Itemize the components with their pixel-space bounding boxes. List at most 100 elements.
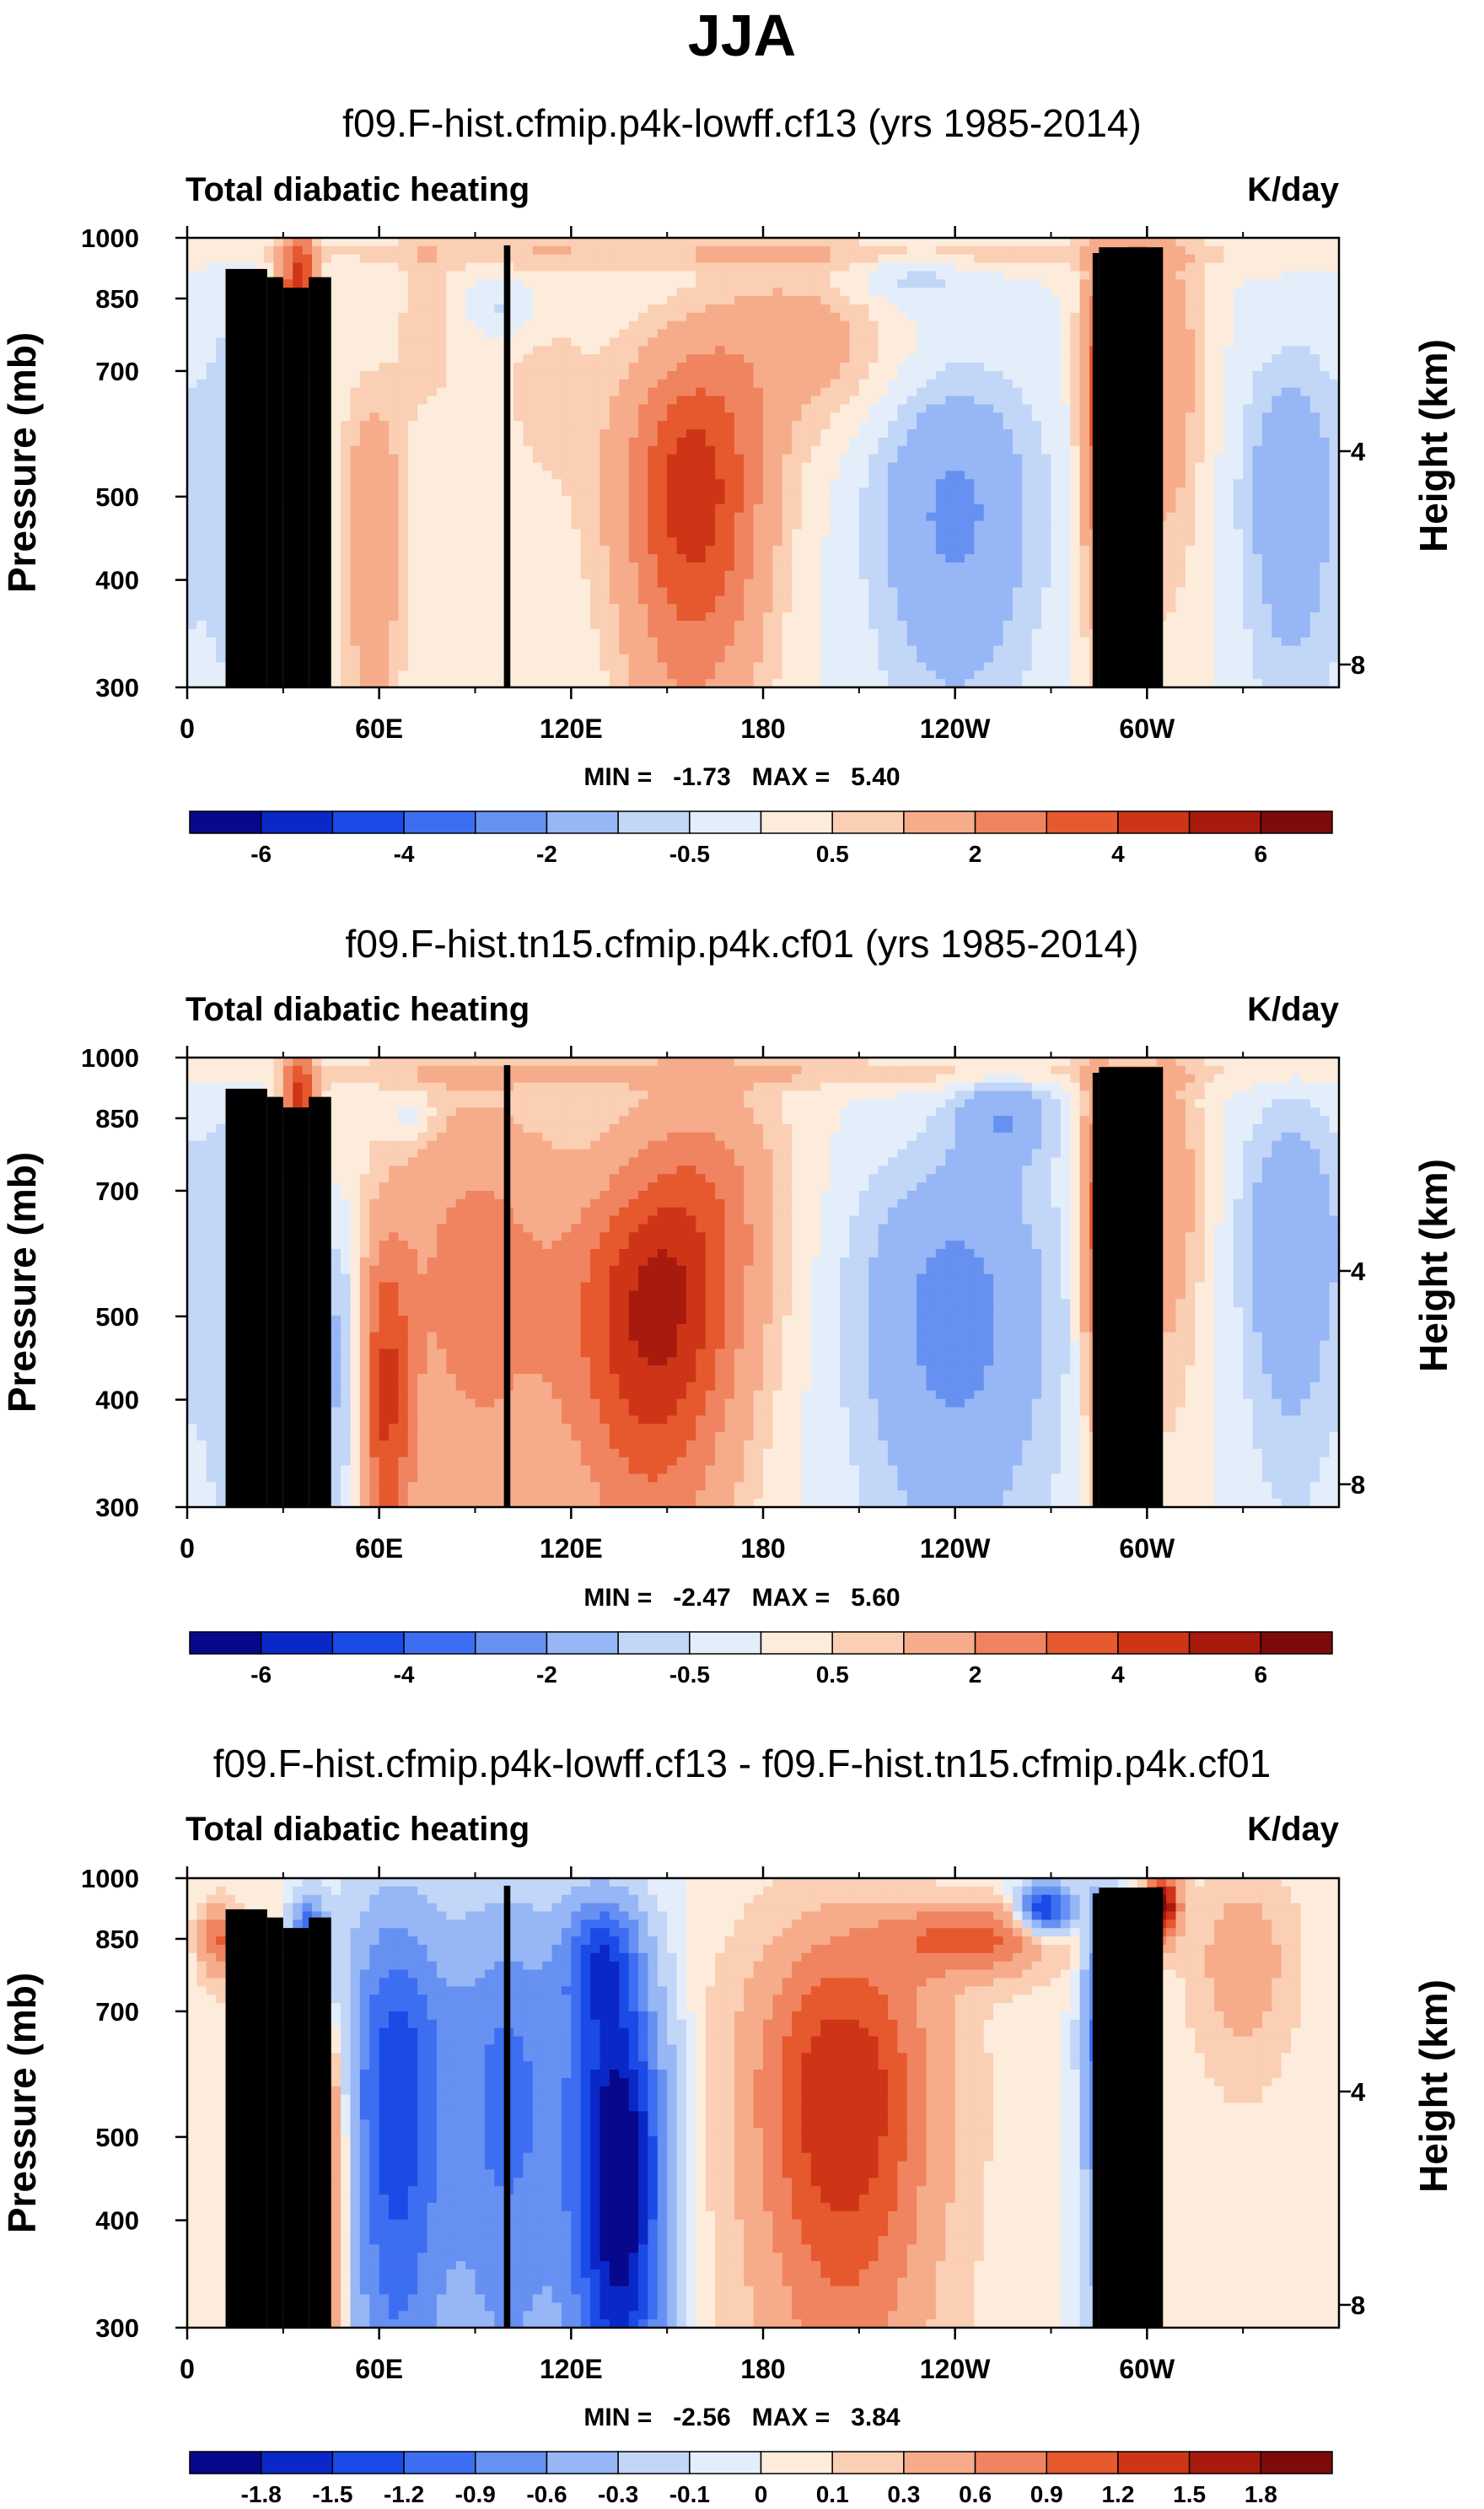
heatmap-cell	[772, 662, 783, 671]
heatmap-cell	[887, 329, 898, 339]
heatmap-cell	[676, 329, 687, 339]
heatmap-cell	[609, 320, 620, 331]
heatmap-cell	[407, 520, 418, 530]
heatmap-cell	[686, 396, 696, 406]
heatmap-cell	[427, 520, 438, 530]
heatmap-cell	[648, 471, 659, 480]
heatmap-cell	[753, 487, 764, 497]
heatmap-cell	[926, 404, 937, 413]
heatmap-cell	[571, 587, 582, 597]
heatmap-cell	[897, 363, 908, 372]
heatmap-cell	[744, 404, 755, 413]
heatmap-cell	[849, 570, 860, 580]
heatmap-cell	[484, 437, 495, 447]
heatmap-cell	[954, 645, 965, 655]
heatmap-cell	[359, 445, 370, 455]
heatmap-cell	[820, 396, 831, 406]
heatmap-cell	[782, 354, 793, 363]
heatmap-cell	[389, 370, 400, 380]
heatmap-cell	[311, 271, 322, 280]
heatmap-cell	[389, 579, 400, 589]
heatmap-cell	[772, 637, 783, 647]
heatmap-cell	[878, 404, 889, 413]
heatmap-cell	[407, 621, 418, 630]
heatmap-cell	[667, 621, 678, 630]
heatmap-cell	[523, 296, 534, 305]
heatmap-cell	[216, 471, 227, 480]
heatmap-cell	[1041, 579, 1052, 589]
heatmap-cell	[532, 562, 543, 572]
heatmap-cell	[858, 612, 869, 622]
heatmap-cell	[820, 346, 831, 355]
heatmap-cell	[858, 562, 869, 572]
heatmap-cell	[906, 387, 917, 397]
heatmap-cell	[1070, 354, 1081, 363]
heatmap-cell	[935, 412, 946, 422]
heatmap-cell	[983, 363, 994, 372]
heatmap-cell	[542, 396, 553, 406]
heatmap-cell	[187, 570, 197, 580]
heatmap-cell	[417, 595, 428, 605]
heatmap-cell	[407, 645, 418, 655]
heatmap-cell	[1051, 245, 1062, 256]
heatmap-cell	[782, 363, 793, 372]
heatmap-cell	[561, 312, 572, 322]
heatmap-cell	[810, 645, 821, 655]
heatmap-cell	[609, 670, 620, 680]
heatmap-cell	[455, 404, 466, 413]
heatmap-cell	[206, 404, 217, 413]
heatmap-cell	[1060, 487, 1071, 497]
heatmap-cell	[580, 379, 591, 389]
heatmap-cell	[926, 387, 937, 397]
heatmap-cell	[1022, 495, 1033, 505]
heatmap-cell	[609, 546, 620, 555]
heatmap-cell	[935, 595, 946, 605]
heatmap-cell	[513, 546, 524, 555]
heatmap-cell	[407, 354, 418, 363]
heatmap-cell	[1060, 262, 1071, 272]
heatmap-cell	[849, 387, 860, 397]
heatmap-cell	[417, 520, 428, 530]
heatmap-cell	[359, 612, 370, 622]
heatmap-cell	[379, 637, 390, 647]
heatmap-cell	[446, 487, 457, 497]
heatmap-cell	[1022, 421, 1033, 430]
heatmap-cell	[705, 304, 716, 314]
heatmap-cell	[187, 346, 197, 355]
heatmap-cell	[696, 412, 707, 422]
heatmap-cell	[619, 520, 630, 530]
heatmap-cell	[753, 288, 764, 297]
heatmap-cell	[810, 546, 821, 555]
heatmap-cell	[792, 396, 803, 406]
heatmap-cell	[216, 437, 227, 447]
heatmap-cell	[638, 595, 648, 605]
heatmap-cell	[772, 262, 783, 272]
heatmap-cell	[1060, 296, 1071, 305]
heatmap-cell	[600, 546, 610, 555]
heatmap-cell	[993, 637, 1004, 647]
heatmap-cell	[906, 271, 917, 280]
heatmap-cell	[696, 587, 707, 597]
heatmap-cell	[868, 487, 879, 497]
heatmap-cell	[580, 670, 591, 680]
heatmap-cell	[369, 654, 380, 663]
heatmap-cell	[465, 471, 476, 480]
heatmap-cell	[686, 262, 696, 272]
heatmap-cell	[820, 412, 831, 422]
heatmap-cell	[1022, 320, 1033, 331]
heatmap-cell	[858, 412, 869, 422]
heatmap-cell	[427, 645, 438, 655]
heatmap-cell	[1041, 254, 1052, 264]
heatmap-cell	[369, 296, 380, 305]
heatmap-cell	[744, 437, 755, 447]
heatmap-cell	[965, 637, 976, 647]
heatmap-cell	[954, 296, 965, 305]
heatmap-cell	[465, 337, 476, 347]
heatmap-cell	[840, 238, 851, 247]
heatmap-cell	[580, 628, 591, 638]
heatmap-cell	[887, 346, 898, 355]
heatmap-cell	[619, 554, 630, 563]
heatmap-cell	[350, 245, 361, 256]
heatmap-cell	[600, 396, 610, 406]
heatmap-cell	[868, 437, 879, 447]
